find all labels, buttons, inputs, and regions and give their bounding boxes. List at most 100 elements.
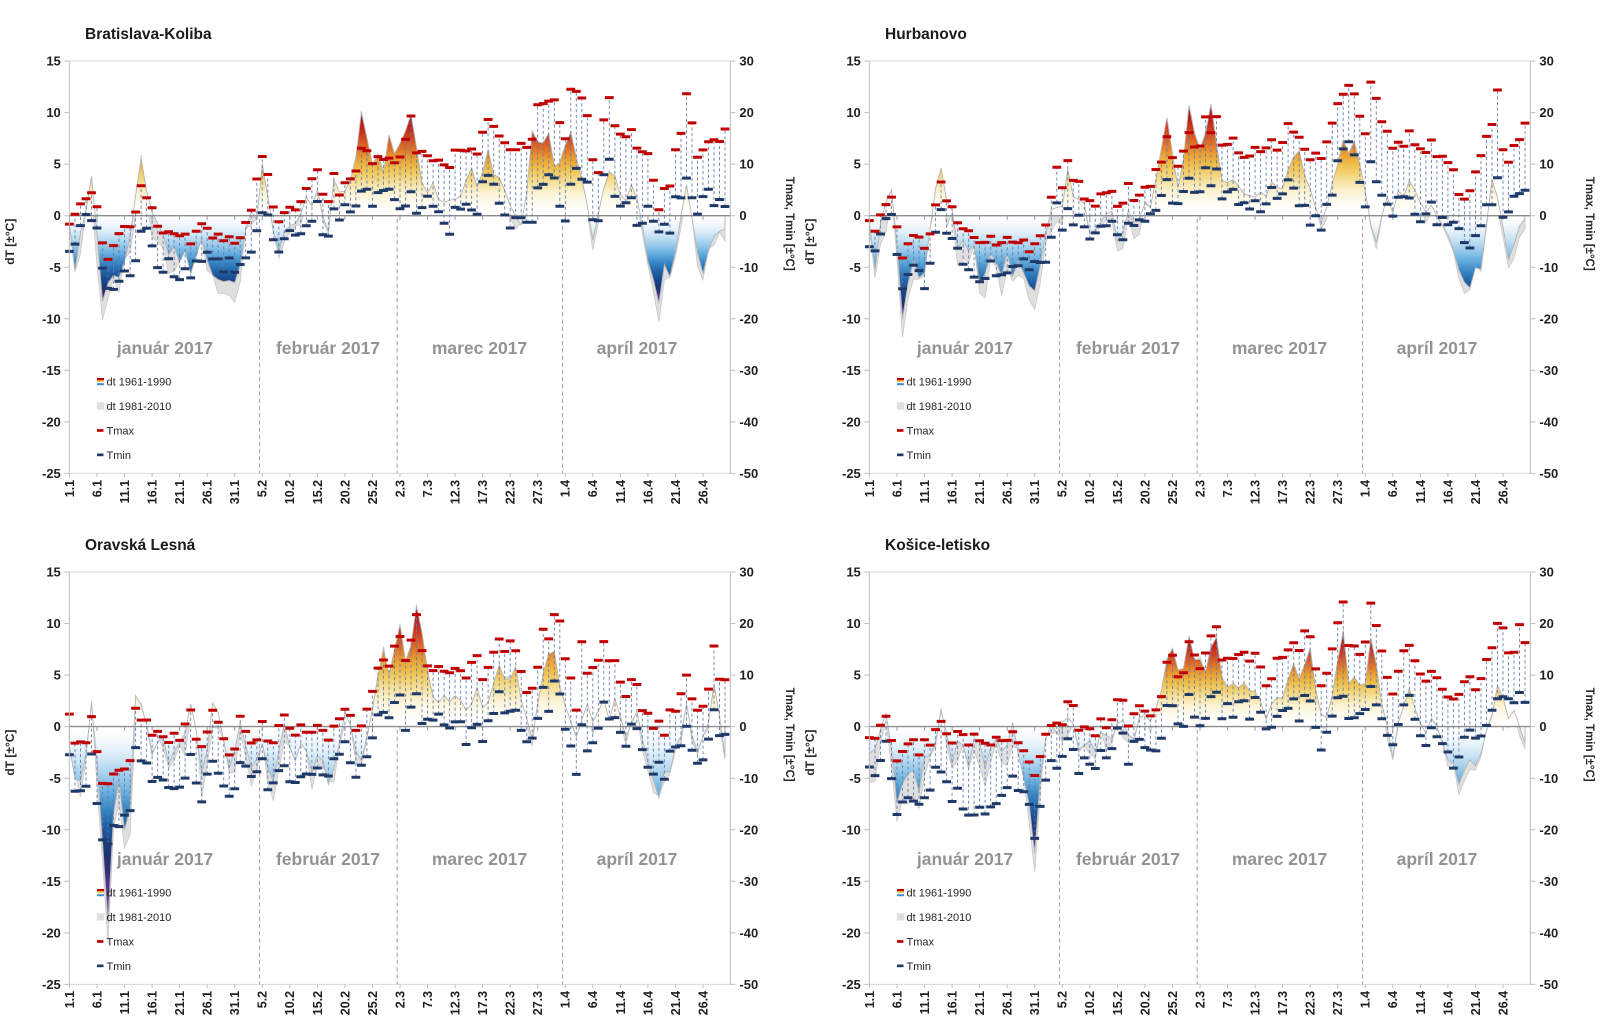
svg-text:-5: -5	[849, 771, 861, 786]
svg-text:-10: -10	[739, 260, 758, 275]
svg-text:Tmax: Tmax	[107, 425, 135, 437]
svg-text:15: 15	[46, 54, 60, 69]
svg-text:21.4: 21.4	[669, 991, 683, 1015]
svg-text:dT [±°C]: dT [±°C]	[803, 219, 817, 265]
svg-text:Tmax: Tmax	[107, 936, 135, 948]
svg-text:20.2: 20.2	[338, 991, 352, 1015]
svg-text:7.3: 7.3	[1221, 991, 1235, 1008]
svg-text:-25: -25	[42, 977, 61, 992]
svg-text:17.3: 17.3	[1276, 480, 1290, 504]
svg-text:-50: -50	[1539, 466, 1558, 481]
svg-text:11.4: 11.4	[614, 480, 628, 504]
svg-text:21.4: 21.4	[1469, 480, 1483, 504]
svg-text:apríl 2017: apríl 2017	[1397, 338, 1478, 358]
svg-text:20.2: 20.2	[1138, 480, 1152, 504]
svg-text:21.1: 21.1	[973, 991, 987, 1015]
svg-text:-50: -50	[739, 977, 758, 992]
svg-text:0: 0	[739, 719, 746, 734]
svg-text:7.3: 7.3	[421, 480, 435, 497]
svg-text:12.3: 12.3	[1249, 991, 1263, 1015]
svg-text:dT [±°C]: dT [±°C]	[3, 730, 17, 776]
svg-text:0: 0	[854, 208, 861, 223]
svg-text:-20: -20	[842, 415, 861, 430]
svg-text:5.2: 5.2	[1056, 991, 1070, 1008]
svg-text:február 2017: február 2017	[276, 338, 380, 358]
svg-text:20.2: 20.2	[1138, 991, 1152, 1015]
svg-text:1.1: 1.1	[63, 991, 77, 1008]
svg-text:-20: -20	[739, 822, 758, 837]
svg-text:6.4: 6.4	[1386, 991, 1400, 1008]
svg-text:27.3: 27.3	[531, 480, 545, 504]
svg-text:22.3: 22.3	[504, 480, 518, 504]
svg-text:16.4: 16.4	[641, 480, 655, 504]
svg-text:1.1: 1.1	[863, 991, 877, 1008]
svg-text:-10: -10	[842, 311, 861, 326]
svg-text:26.4: 26.4	[696, 991, 710, 1015]
svg-text:12.3: 12.3	[449, 991, 463, 1015]
svg-text:27.3: 27.3	[531, 991, 545, 1015]
svg-text:16.1: 16.1	[946, 991, 960, 1015]
svg-text:-10: -10	[842, 822, 861, 837]
svg-text:6.1: 6.1	[90, 991, 104, 1008]
svg-text:2.3: 2.3	[1193, 991, 1207, 1008]
svg-text:Tmin: Tmin	[907, 450, 931, 462]
svg-text:-5: -5	[49, 260, 61, 275]
svg-text:-20: -20	[42, 926, 61, 941]
svg-text:15: 15	[846, 565, 860, 580]
svg-text:26.1: 26.1	[1001, 480, 1015, 504]
svg-text:-25: -25	[42, 466, 61, 481]
svg-text:26.1: 26.1	[1001, 991, 1015, 1015]
svg-text:17.3: 17.3	[1276, 991, 1290, 1015]
svg-text:-10: -10	[739, 771, 758, 786]
svg-text:apríl 2017: apríl 2017	[1397, 849, 1478, 869]
svg-text:-40: -40	[739, 926, 758, 941]
svg-text:10: 10	[46, 105, 60, 120]
svg-text:-15: -15	[842, 363, 861, 378]
svg-text:0: 0	[54, 719, 61, 734]
svg-text:11.1: 11.1	[918, 991, 932, 1015]
svg-text:február 2017: február 2017	[1076, 338, 1180, 358]
svg-text:január 2017: január 2017	[116, 338, 213, 358]
svg-text:-15: -15	[42, 874, 61, 889]
svg-text:25.2: 25.2	[1166, 991, 1180, 1015]
svg-text:10.2: 10.2	[283, 991, 297, 1015]
svg-text:26.1: 26.1	[201, 991, 215, 1015]
svg-text:22.3: 22.3	[504, 991, 518, 1015]
svg-text:apríl 2017: apríl 2017	[597, 849, 678, 869]
svg-text:-20: -20	[842, 926, 861, 941]
svg-text:11.1: 11.1	[118, 480, 132, 504]
svg-text:Tmax, Tmin [±°C]: Tmax, Tmin [±°C]	[1583, 688, 1595, 782]
svg-text:26.4: 26.4	[1496, 991, 1510, 1015]
svg-text:30: 30	[739, 54, 753, 69]
svg-text:1.1: 1.1	[63, 480, 77, 497]
svg-text:20.2: 20.2	[338, 480, 352, 504]
svg-text:11.4: 11.4	[1414, 991, 1428, 1015]
svg-text:-5: -5	[849, 260, 861, 275]
svg-text:-50: -50	[1539, 977, 1558, 992]
svg-text:Tmax, Tmin [±°C]: Tmax, Tmin [±°C]	[783, 177, 795, 271]
svg-text:2.3: 2.3	[393, 480, 407, 497]
svg-text:27.3: 27.3	[1331, 480, 1345, 504]
svg-text:dt 1961-1990: dt 1961-1990	[907, 888, 972, 900]
svg-text:15.2: 15.2	[1111, 480, 1125, 504]
svg-text:-10: -10	[1539, 260, 1558, 275]
svg-text:31.1: 31.1	[1028, 480, 1042, 504]
svg-text:21.1: 21.1	[173, 991, 187, 1015]
svg-text:-15: -15	[842, 874, 861, 889]
svg-text:Tmin: Tmin	[107, 961, 131, 973]
svg-text:21.1: 21.1	[173, 480, 187, 504]
svg-text:10: 10	[1539, 668, 1553, 683]
svg-text:-10: -10	[1539, 771, 1558, 786]
svg-text:15.2: 15.2	[311, 991, 325, 1015]
svg-text:5: 5	[854, 157, 861, 172]
svg-text:2.3: 2.3	[1193, 480, 1207, 497]
svg-text:27.3: 27.3	[1331, 991, 1345, 1015]
svg-text:10: 10	[739, 157, 753, 172]
svg-text:Tmin: Tmin	[107, 450, 131, 462]
svg-text:-40: -40	[1539, 415, 1558, 430]
svg-text:-30: -30	[739, 874, 758, 889]
svg-text:30: 30	[1539, 54, 1553, 69]
svg-text:-5: -5	[49, 771, 61, 786]
svg-text:10: 10	[846, 616, 860, 631]
svg-text:17.3: 17.3	[476, 480, 490, 504]
